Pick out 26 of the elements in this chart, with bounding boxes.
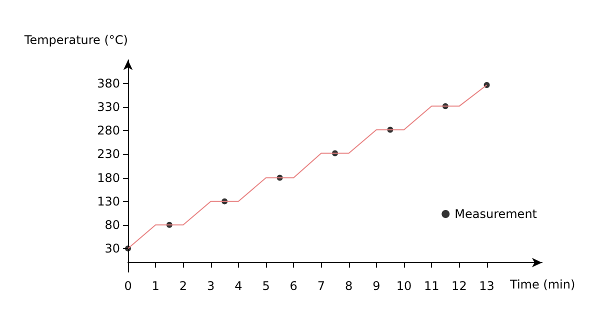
x-tick-label: 0 [124,279,132,293]
x-tick-label: 7 [317,279,326,293]
x-tick-label: 6 [290,279,298,293]
y-tick-label: 380 [97,76,120,91]
x-tick-label: 11 [424,279,440,293]
x-tick-label: 10 [396,279,412,293]
x-tick-label: 5 [262,279,270,293]
x-tick-label: 9 [372,279,380,293]
y-tick-label: 80 [104,218,120,232]
y-tick-label: 280 [97,124,120,138]
x-tick-label: 2 [179,279,188,293]
x-tick-label: 1 [152,279,160,293]
y-axis-title: Temperature (°C) [23,33,128,47]
x-tick-label: 13 [479,279,494,293]
y-tick-label: 180 [97,170,120,185]
y-tick-label: 230 [97,147,120,162]
legend-label: Measurement [454,207,538,221]
y-tick-label: 130 [97,194,120,208]
x-tick-label: 3 [206,279,215,293]
y-tick-label: 330 [97,100,120,114]
x-tick-label: 4 [234,279,242,293]
x-axis-title: Time (min) [509,278,576,292]
point [125,245,131,252]
x-tick-label: 12 [452,279,467,293]
y-tick-label: 30 [104,241,120,256]
x-tick-label: 8 [344,279,353,293]
